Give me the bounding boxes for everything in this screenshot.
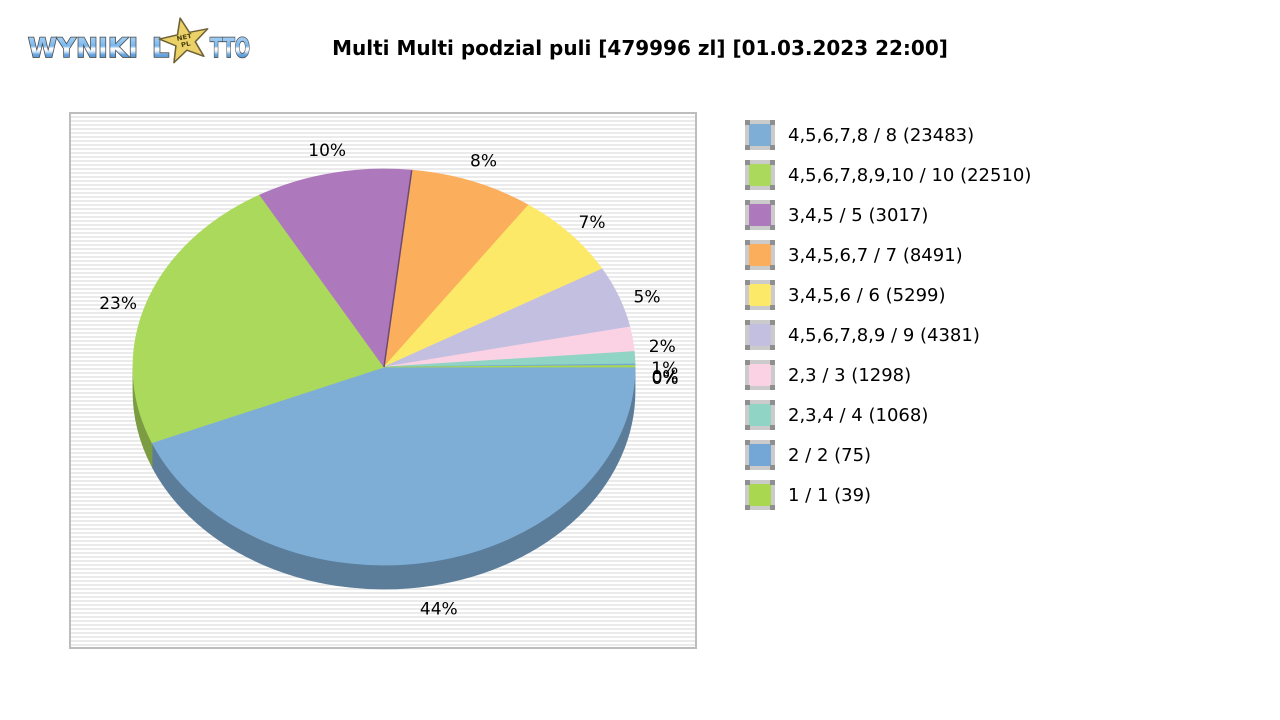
wynikilotto-logo: WYNIKI L TTO NET PL <box>27 17 251 65</box>
pie-chart-svg: 44%23%10%8%7%5%2%1%0%0% <box>99 141 679 619</box>
legend-label: 2,3,4 / 4 (1068) <box>788 404 929 426</box>
pie-percent-label: 0% <box>652 369 679 389</box>
legend-label: 2 / 2 (75) <box>788 444 872 466</box>
legend-label: 3,4,5,6 / 6 (5299) <box>788 284 946 306</box>
legend-label: 4,5,6,7,8,9,10 / 10 (22510) <box>788 164 1032 186</box>
legend-swatch <box>745 400 775 430</box>
legend-label: 1 / 1 (39) <box>788 484 872 506</box>
legend-swatch <box>745 480 775 510</box>
legend-swatch <box>745 280 775 310</box>
pie-percent-label: 10% <box>308 141 346 161</box>
chart-panel: 44% 23% 10% 8% 7% 5% 2% 1% 0% 0% <box>69 112 697 649</box>
pie-percent-label: 44% <box>420 599 458 619</box>
legend-swatch <box>745 200 775 230</box>
pie-slice <box>383 169 530 369</box>
logo-star-text-1: NET <box>176 32 193 43</box>
legend-label: 2,3 / 3 (1298) <box>788 364 912 386</box>
pie-slice <box>132 194 385 444</box>
pie-percent-label: 8% <box>470 151 497 171</box>
legend-item: 1 / 1 (39) <box>745 480 1031 510</box>
pie-slice <box>383 365 636 368</box>
legend-item: 4,5,6,7,8,9 / 9 (4381) <box>745 320 1031 350</box>
legend-item: 2 / 2 (75) <box>745 440 1031 470</box>
pie-legend: 4,5,6,7,8 / 8 (23483) 4,5,6,7,8,9,10 / 10… <box>745 120 1031 520</box>
legend-item: 3,4,5,6 / 6 (5299) <box>745 280 1031 310</box>
legend-swatch <box>745 240 775 270</box>
legend-swatch <box>745 320 775 350</box>
legend-label: 3,4,5,6,7 / 7 (8491) <box>788 244 963 266</box>
pie-percent-label: 1% <box>651 359 678 379</box>
legend-swatch <box>745 440 775 470</box>
legend-swatch <box>745 360 775 390</box>
logo-star-text-2: PL <box>180 40 192 50</box>
legend-swatch <box>745 120 775 150</box>
legend-item: 3,4,5 / 5 (3017) <box>745 200 1031 230</box>
pie-percent-label: 7% <box>579 213 606 233</box>
legend-item: 2,3,4 / 4 (1068) <box>745 400 1031 430</box>
pie-percent-label: 2% <box>649 337 676 357</box>
logo-word-tto: TTO <box>210 33 250 64</box>
pie-slice <box>151 366 636 566</box>
legend-swatch <box>745 160 775 190</box>
legend-label: 4,5,6,7,8 / 8 (23483) <box>788 124 975 146</box>
legend-item: 2,3 / 3 (1298) <box>745 360 1031 390</box>
pie-slice-edge <box>383 170 413 368</box>
pie-slice <box>259 168 413 369</box>
legend-item: 4,5,6,7,8 / 8 (23483) <box>745 120 1031 150</box>
pie-percent-label: 23% <box>99 294 137 314</box>
logo-star-icon: NET PL <box>158 17 209 64</box>
legend-item: 3,4,5,6,7 / 7 (8491) <box>745 240 1031 270</box>
logo-word-wyniki: WYNIKI <box>28 33 138 64</box>
legend-label: 3,4,5 / 5 (3017) <box>788 204 929 226</box>
legend-label: 4,5,6,7,8,9 / 9 (4381) <box>788 324 980 346</box>
pie-slice <box>383 204 603 368</box>
legend-item: 4,5,6,7,8,9,10 / 10 (22510) <box>745 160 1031 190</box>
pie-percent-label: 5% <box>634 288 661 308</box>
pie-percent-label: 0% <box>652 367 679 387</box>
chart-title: Multi Multi podzial puli [479996 zl] [01… <box>332 36 948 60</box>
